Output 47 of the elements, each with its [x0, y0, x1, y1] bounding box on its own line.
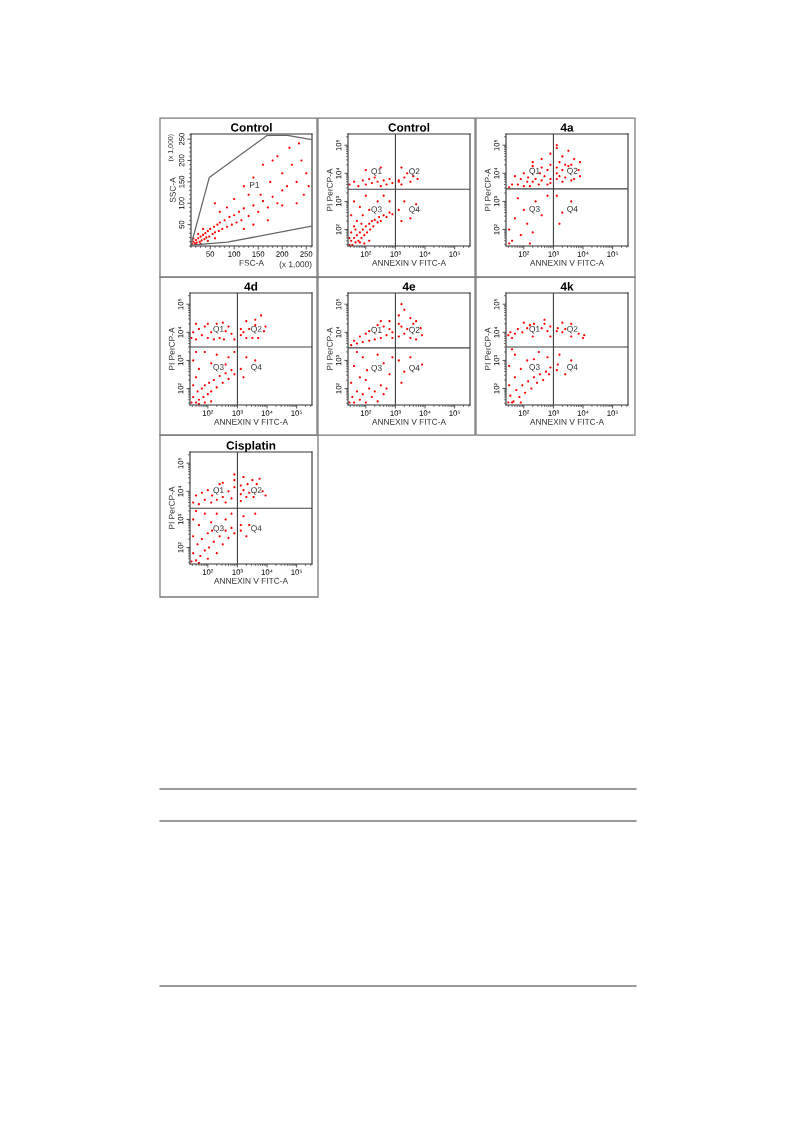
x-axis-title: ANNEXIN V FITC-A: [371, 418, 447, 425]
x-axis-title: ANNEXIN V FITC-A: [529, 259, 605, 266]
annotation: Q4: [409, 364, 420, 373]
annotation: Q2: [567, 167, 578, 176]
annotation: Q1: [371, 168, 382, 176]
chart-title: Cisplatin: [226, 440, 276, 452]
x-axis-title: ANNEXIN V FITC-A: [213, 577, 289, 584]
annotation: Q4: [567, 205, 578, 214]
text: (x 1,000): [279, 261, 312, 269]
x-axis-title: ANNEXIN V FITC-A: [529, 418, 605, 425]
chart-title: 4d: [244, 281, 258, 291]
chart-title: 4a: [560, 123, 574, 132]
chart-title: Control: [388, 123, 430, 132]
annotation: Q1: [371, 326, 382, 335]
x-axis-title: ANNEXIN V FITC-A: [213, 418, 289, 425]
annotation: Q4: [251, 525, 262, 533]
y-axis-title: PI PerCP-A: [326, 327, 333, 370]
annotation: Q3: [529, 364, 540, 372]
annotation: Q1: [213, 325, 224, 334]
annotation: P1: [249, 181, 260, 188]
y-axis-title: PI PerCP-A: [484, 327, 491, 370]
annotation: Q3: [213, 525, 224, 533]
y-axis-title: PI PerCP-A: [326, 168, 333, 211]
y-axis-title: PI PerCP-A: [484, 168, 491, 211]
annotation: Q2: [409, 168, 420, 176]
annotation: Q2: [409, 326, 420, 335]
annotation: Q4: [409, 206, 420, 214]
annotation: Q3: [371, 364, 382, 373]
annotation: Q2: [251, 487, 262, 495]
annotation: Q2: [251, 325, 262, 334]
annotation: Q1: [529, 167, 540, 176]
annotation: Q3: [371, 206, 382, 214]
x-axis-title: FSC-A: [239, 259, 264, 266]
annotation: Q1: [213, 487, 224, 495]
annotation: Q4: [251, 364, 262, 372]
y-axis-title: PI PerCP-A: [168, 327, 175, 370]
y-axis-title: SSC-A: [169, 177, 176, 203]
annotation: Q2: [567, 325, 578, 334]
annotation: Q3: [213, 364, 224, 372]
annotation: Q3: [529, 205, 540, 214]
annotation: Q1: [529, 325, 540, 334]
annotation: Q4: [567, 364, 578, 372]
y-axis-title: PI PerCP-A: [168, 486, 175, 529]
x-axis-title: ANNEXIN V FITC-A: [371, 259, 447, 266]
chart-title: 4e: [402, 282, 416, 291]
chart-title: 4k: [560, 281, 574, 291]
chart-title: Control: [231, 123, 272, 132]
